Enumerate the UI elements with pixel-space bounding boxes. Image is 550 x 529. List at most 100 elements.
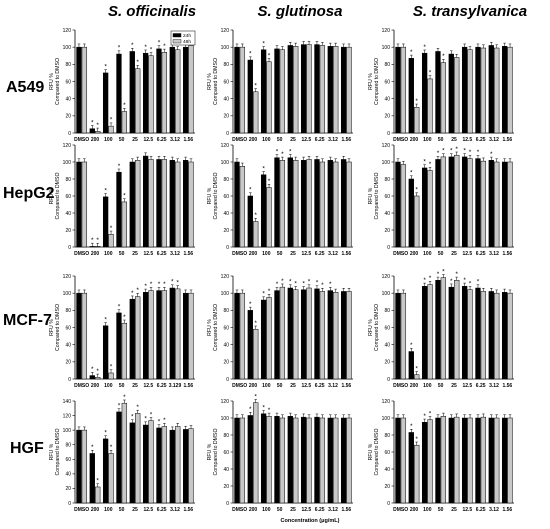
bar-24h	[142, 292, 149, 380]
x-tick-label: 25	[290, 137, 296, 143]
bar-48h	[400, 292, 407, 380]
bar-24h	[501, 417, 508, 504]
significance-marker: *	[410, 342, 413, 349]
bar-48h	[293, 46, 299, 134]
y-axis-label: Compared to DMSO	[213, 173, 219, 220]
bar-48h	[239, 292, 246, 380]
y-tick-label: 60	[65, 325, 71, 331]
bar-24h	[327, 417, 333, 504]
bar-24h	[129, 51, 135, 134]
y-tick-label: 100	[63, 428, 72, 434]
significance-marker: *	[423, 159, 426, 166]
bar-24h	[340, 417, 347, 504]
significance-marker: *	[455, 271, 458, 278]
significance-marker: *	[469, 280, 472, 287]
bar-24h	[461, 156, 468, 248]
row-label-a549: A549	[6, 79, 44, 96]
bar-24h	[76, 46, 82, 134]
y-tick-label: 120	[221, 274, 230, 280]
significance-marker: *	[136, 59, 139, 66]
x-tick-label: 50	[119, 507, 125, 513]
x-tick-label: 12.5	[462, 137, 472, 143]
y-tick-label: 40	[65, 342, 71, 348]
significance-marker: *	[308, 279, 311, 286]
y-tick-label: 40	[384, 96, 390, 102]
bar-24h	[102, 72, 109, 134]
bar-24h	[314, 416, 320, 504]
legend-swatch-48h	[172, 39, 182, 44]
bar-24h	[300, 289, 307, 380]
bar-48h	[414, 107, 420, 134]
y-tick-label: 100	[63, 160, 72, 166]
bar-48h	[81, 161, 88, 248]
x-tick-label: 12.5	[462, 251, 472, 257]
bar-24h	[435, 159, 441, 248]
y-tick-label: 120	[221, 399, 230, 405]
x-tick-label: DMSO	[393, 137, 408, 143]
x-tick-label: 3.12	[489, 383, 499, 389]
bar-48h	[95, 131, 101, 134]
significance-marker: *	[123, 394, 126, 401]
bar-24h	[182, 160, 189, 248]
significance-marker: *	[104, 187, 107, 194]
significance-marker: *	[158, 39, 161, 46]
significance-marker: *	[321, 282, 324, 289]
x-tick-label: 6.25	[315, 507, 325, 513]
y-tick-label: 60	[223, 325, 229, 331]
bar-48h	[414, 444, 420, 504]
bar-24h	[247, 415, 253, 504]
y-tick-label: 0	[387, 245, 390, 251]
chart-panel: 0 20 40 60 80 100 120 RFU % Compared to DMSO DMSO…	[207, 393, 353, 513]
bar-24h	[156, 48, 162, 134]
significance-marker: *	[281, 151, 284, 158]
y-tick-label: 80	[65, 443, 71, 449]
y-tick-label: 100	[382, 416, 391, 422]
bar-48h	[121, 322, 128, 380]
significance-marker: *	[131, 413, 134, 420]
x-tick-label: 200	[91, 137, 100, 143]
bar-24h	[287, 416, 293, 504]
significance-marker: *	[96, 122, 99, 129]
bar-48h	[135, 68, 141, 134]
x-tick-label: 1.56	[502, 251, 512, 257]
y-axis-label: Compared to DMSO	[374, 304, 380, 351]
bar-24h	[448, 286, 454, 380]
bar-24h	[156, 290, 162, 380]
bar-48h	[175, 49, 181, 134]
bar-48h	[319, 45, 326, 134]
bar-48h	[239, 166, 246, 248]
significance-marker: *	[262, 291, 265, 298]
bar-24h	[488, 45, 494, 134]
x-tick-label: 50	[277, 383, 283, 389]
bar-24h	[142, 155, 149, 248]
x-tick-label: 25	[451, 383, 457, 389]
y-axis-label: RFU %	[49, 187, 55, 204]
significance-marker: *	[262, 165, 265, 172]
y-tick-label: 0	[226, 245, 229, 251]
x-tick-label: 25	[132, 507, 138, 513]
bar-24h	[395, 46, 401, 134]
y-tick-label: 20	[65, 228, 71, 234]
x-tick-label: 3.12	[170, 137, 180, 143]
x-tick-label: 3.12	[489, 507, 499, 513]
y-axis-label: Compared to DMSO	[374, 58, 380, 105]
x-tick-label: DMSO	[74, 383, 89, 389]
bar-48h	[148, 420, 154, 504]
bar-48h	[494, 417, 500, 504]
bar-24h	[76, 429, 82, 504]
bar-48h	[467, 158, 473, 248]
bar-48h	[81, 429, 88, 504]
bar-24h	[340, 46, 347, 134]
x-tick-label: 100	[423, 507, 432, 513]
x-tick-label: 200	[249, 383, 258, 389]
significance-marker: *	[415, 436, 418, 443]
x-tick-label: 1.56	[502, 507, 512, 513]
significance-marker: *	[429, 70, 432, 77]
x-tick-label: 100	[104, 383, 113, 389]
bar-24h	[501, 292, 508, 380]
y-axis-label: RFU %	[207, 187, 213, 204]
x-tick-label: 3.12	[328, 251, 338, 257]
bar-24h	[327, 290, 333, 380]
significance-marker: *	[463, 277, 466, 284]
